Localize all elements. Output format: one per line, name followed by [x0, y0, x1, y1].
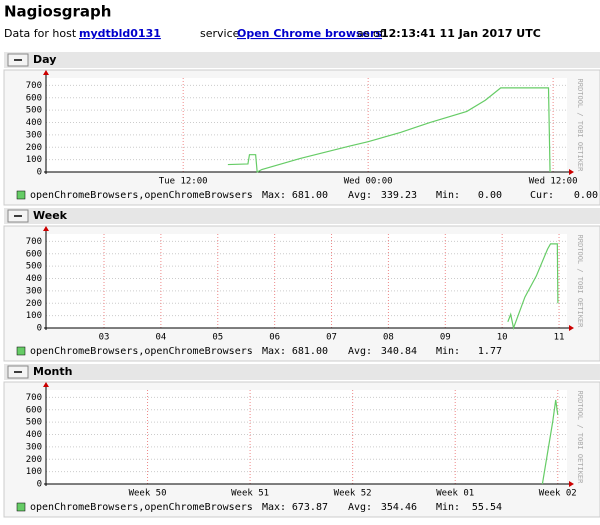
y-tick-label: 100: [26, 467, 42, 477]
axis-arrow: [43, 226, 49, 231]
legend-swatch: [16, 502, 26, 512]
time-prefix: as of: [357, 27, 385, 40]
x-tick-label: Tue 12:00: [159, 177, 208, 187]
page-title: Nagiosgraph: [4, 3, 111, 21]
service-link[interactable]: Open Chrome browsers: [237, 27, 382, 40]
y-tick-label: 0: [37, 168, 42, 178]
axis-arrow: [43, 70, 49, 75]
y-tick-label: 200: [26, 143, 42, 153]
y-tick-label: 0: [37, 480, 42, 490]
section-title: Day: [33, 53, 56, 66]
axis-arrow: [569, 481, 574, 487]
stat-label: Avg:: [348, 190, 372, 201]
data-line: [541, 399, 559, 485]
x-tick-label: Week 51: [231, 489, 269, 499]
y-tick-label: 300: [26, 130, 42, 140]
x-tick-label: 11: [554, 333, 565, 343]
watermark: RRDTOOL / TOBI OETIKER: [576, 235, 584, 329]
legend-label: openChromeBrowsers,openChromeBrowsers: [30, 190, 253, 201]
stat-label: Max:: [262, 190, 286, 201]
stat-value: 339.23: [381, 190, 417, 201]
plot-area: [46, 234, 567, 328]
x-tick-label: 07: [326, 333, 337, 343]
x-tick-label: 04: [155, 333, 166, 343]
host-prefix: Data for host: [4, 27, 77, 40]
x-tick-label: 10: [497, 333, 508, 343]
data-line: [227, 87, 551, 173]
stat-label: Min:: [436, 346, 460, 357]
y-tick-label: 400: [26, 430, 42, 440]
x-tick-label: 09: [440, 333, 451, 343]
x-tick-label: Wed 00:00: [344, 177, 393, 187]
stat-label: Max:: [262, 346, 286, 357]
stat-value: 354.46: [381, 502, 417, 513]
y-tick-label: 100: [26, 311, 42, 321]
y-tick-label: 600: [26, 93, 42, 103]
y-tick-label: 600: [26, 405, 42, 415]
stat-label: Cur:: [530, 190, 554, 201]
y-tick-label: 0: [37, 324, 42, 334]
y-tick-label: 400: [26, 118, 42, 128]
legend-label: openChromeBrowsers,openChromeBrowsers: [30, 346, 253, 357]
y-tick-label: 600: [26, 249, 42, 259]
watermark: RRDTOOL / TOBI OETIKER: [576, 391, 584, 485]
section-bar: [4, 364, 600, 380]
y-tick-label: 300: [26, 442, 42, 452]
watermark: RRDTOOL / TOBI OETIKER: [576, 79, 584, 173]
stat-value: 673.87: [292, 502, 328, 513]
stat-value: 681.00: [292, 190, 328, 201]
stat-label: Avg:: [348, 502, 372, 513]
stat-value: 0.00: [574, 190, 598, 201]
section-title: Month: [33, 365, 72, 378]
y-tick-label: 500: [26, 262, 42, 272]
stat-value: 55.54: [472, 502, 502, 513]
stat-value: 1.77: [478, 346, 502, 357]
section-title: Week: [33, 209, 68, 222]
stat-label: Max:: [262, 502, 286, 513]
y-tick-label: 200: [26, 299, 42, 309]
x-tick-label: Week 02: [539, 489, 577, 499]
service-prefix: service: [200, 27, 240, 40]
legend-swatch: [16, 346, 26, 356]
x-tick-label: Wed 12:00: [529, 177, 578, 187]
section-bar: [4, 52, 600, 68]
legend-label: openChromeBrowsers,openChromeBrowsers: [30, 502, 253, 513]
stat-label: Avg:: [348, 346, 372, 357]
y-tick-label: 700: [26, 237, 42, 247]
x-tick-label: 06: [269, 333, 280, 343]
y-tick-label: 100: [26, 155, 42, 165]
section-bar: [4, 208, 600, 224]
x-tick-label: 05: [212, 333, 223, 343]
x-tick-label: Week 50: [129, 489, 167, 499]
data-line: [507, 243, 559, 331]
legend-swatch: [16, 190, 26, 200]
host-link[interactable]: mydtbld0131: [79, 27, 161, 40]
y-tick-label: 700: [26, 393, 42, 403]
axis-arrow: [43, 382, 49, 387]
y-tick-label: 500: [26, 106, 42, 116]
stat-label: Min:: [436, 502, 460, 513]
stat-label: Min:: [436, 190, 460, 201]
axis-arrow: [569, 325, 574, 331]
axis-arrow: [569, 169, 574, 175]
x-tick-label: Week 52: [334, 489, 372, 499]
plot-area: [46, 78, 567, 172]
stat-value: 681.00: [292, 346, 328, 357]
stat-value: 0.00: [478, 190, 502, 201]
x-tick-label: 08: [383, 333, 394, 343]
y-tick-label: 200: [26, 455, 42, 465]
timestamp: 12:13:41 11 Jan 2017 UTC: [381, 27, 541, 40]
y-tick-label: 300: [26, 286, 42, 296]
stat-value: 340.84: [381, 346, 417, 357]
plot-area: [46, 390, 567, 484]
x-tick-label: 03: [99, 333, 110, 343]
x-tick-label: Week 01: [436, 489, 474, 499]
y-tick-label: 700: [26, 81, 42, 91]
y-tick-label: 400: [26, 274, 42, 284]
y-tick-label: 500: [26, 418, 42, 428]
